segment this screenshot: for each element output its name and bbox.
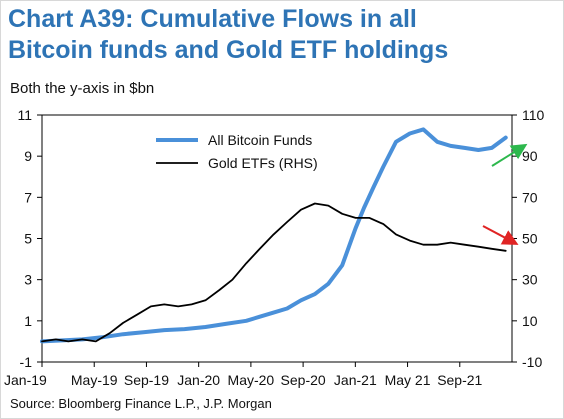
right-axis-tick-label: -10 — [522, 354, 542, 370]
chart-subtitle: Both the y-axis in $bn — [10, 80, 155, 97]
legend-label-bitcoin: All Bitcoin Funds — [208, 132, 312, 148]
bitcoin-funds-line — [40, 127, 508, 344]
x-axis-tick-label: Jan-19 — [4, 372, 47, 388]
right-axis-tick-label: 30 — [522, 272, 538, 288]
chart-title: Chart A39: Cumulative Flows in all Bitco… — [8, 4, 556, 66]
left-axis-tick-label: -1 — [20, 354, 33, 370]
right-axis-tick-label: 10 — [522, 313, 538, 329]
left-axis-tick-label: 1 — [24, 313, 32, 329]
legend-label-gold: Gold ETFs (RHS) — [208, 155, 318, 171]
right-axis-tick-label: 70 — [522, 189, 538, 205]
gold-etfs-line — [41, 202, 507, 343]
left-axis-tick-label: 9 — [24, 148, 32, 164]
x-axis-tick-label: May-20 — [228, 372, 275, 388]
right-axis-tick-label: 50 — [522, 231, 538, 247]
left-axis-tick-label: 11 — [17, 107, 32, 123]
chart-title-line-2: Bitcoin funds and Gold ETF holdings — [8, 36, 449, 64]
x-axis-tick-label: Jan-21 — [334, 372, 377, 388]
x-axis-tick-label: Sep-21 — [437, 372, 482, 388]
left-axis-tick-label: 5 — [24, 231, 32, 247]
chart-title-line-1: Chart A39: Cumulative Flows in all — [8, 5, 417, 33]
right-axis-tick-label: 110 — [522, 107, 545, 123]
annotation-arrow-green — [491, 143, 528, 167]
source-note: Source: Bloomberg Finance L.P., J.P. Mor… — [10, 396, 272, 411]
annotation-arrow-red — [482, 225, 519, 245]
x-axis-tick-label: May-19 — [71, 372, 118, 388]
x-axis-tick-label: Sep-19 — [124, 372, 169, 388]
left-axis-tick-label: 3 — [24, 272, 32, 288]
x-axis-tick-label: May 21 — [385, 372, 431, 388]
right-axis-tick-label: 90 — [522, 148, 538, 164]
x-axis-tick-label: Sep-20 — [281, 372, 326, 388]
left-axis-tick-label: 7 — [24, 189, 32, 205]
x-axis-tick-label: Jan-20 — [177, 372, 220, 388]
